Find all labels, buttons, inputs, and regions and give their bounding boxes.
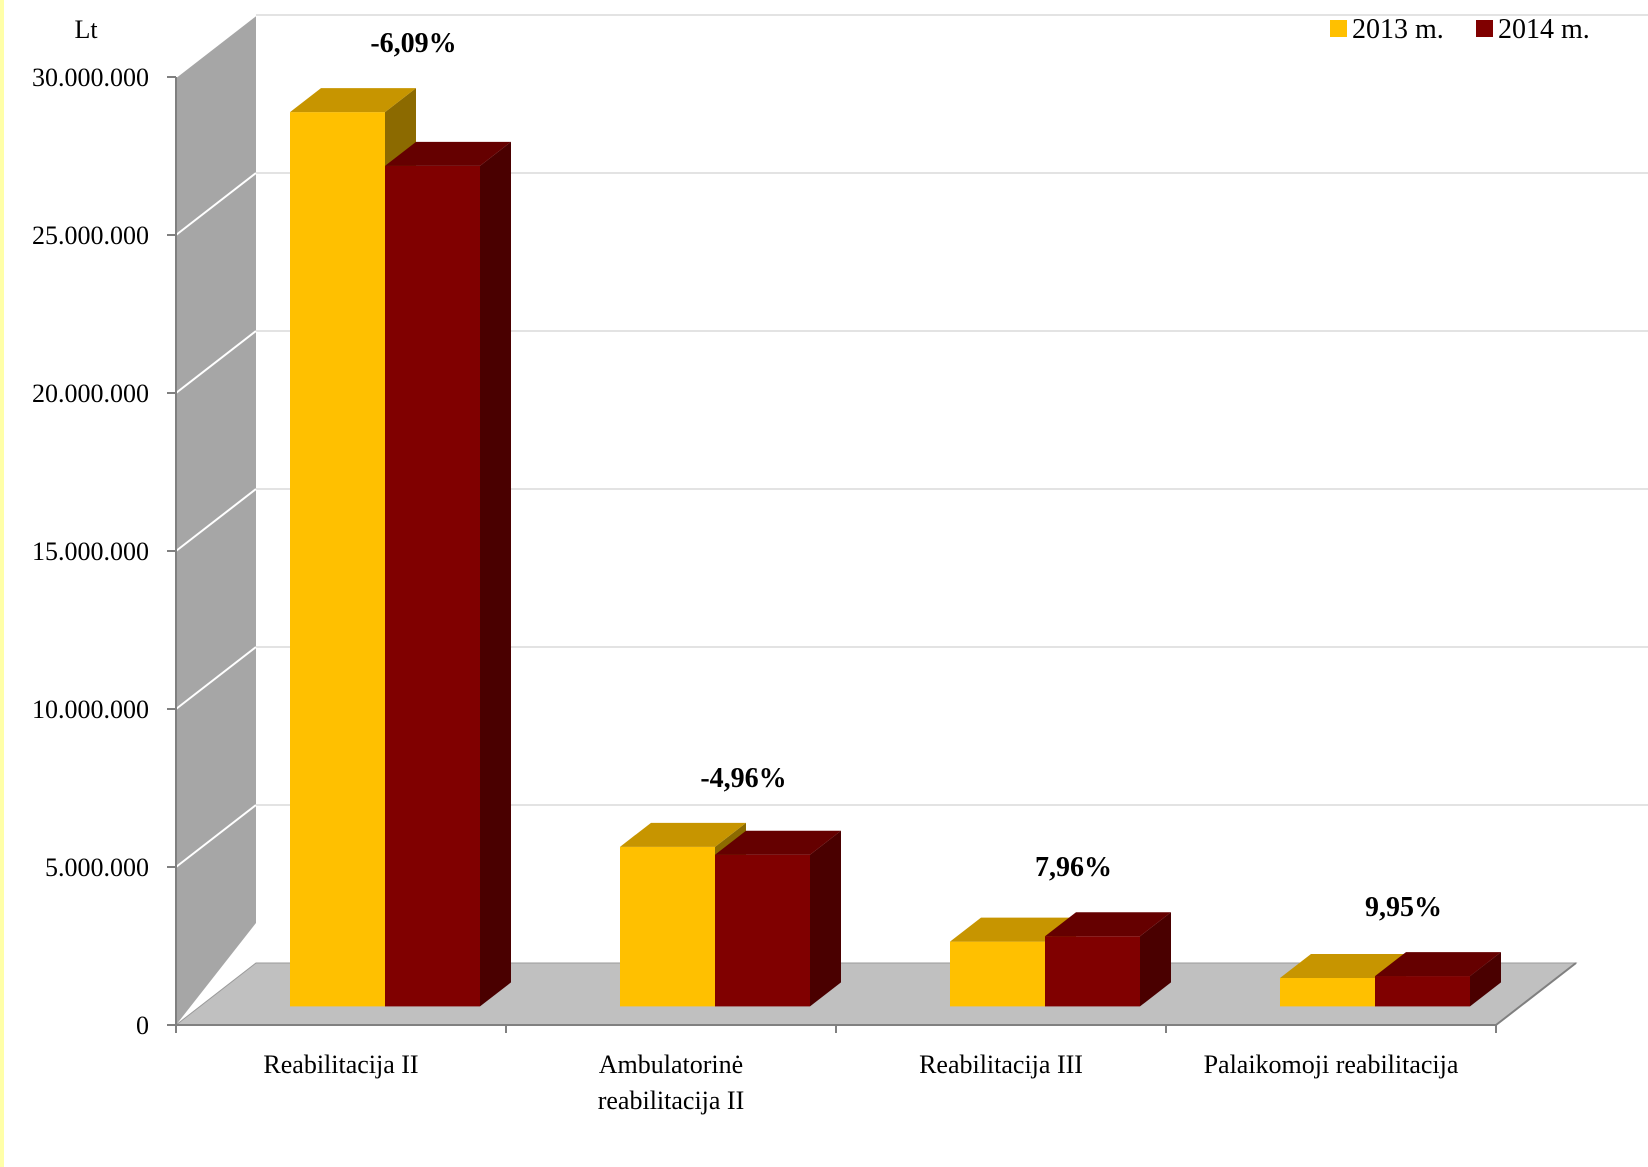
legend-label: 2014 m. bbox=[1498, 14, 1590, 45]
category-label: Reabilitacija III bbox=[919, 1050, 1083, 1079]
bar-3-series-0 bbox=[1280, 978, 1375, 1006]
category-label: reabilitacija II bbox=[598, 1086, 745, 1115]
bar-2-series-1 bbox=[1045, 936, 1140, 1006]
change-label: 7,96% bbox=[1035, 852, 1112, 883]
legend-label: 2013 m. bbox=[1352, 14, 1444, 45]
y-tick-label: 20.000.000 bbox=[32, 379, 149, 408]
y-tick-label: 30.000.000 bbox=[32, 63, 149, 92]
bar-0-series-1 bbox=[385, 166, 480, 1007]
y-tick-label: 10.000.000 bbox=[32, 695, 149, 724]
legend-swatch bbox=[1330, 20, 1347, 37]
bar-3-series-1 bbox=[1375, 976, 1470, 1006]
change-label: -4,96% bbox=[700, 763, 786, 794]
bar-1-series-1-side bbox=[810, 831, 841, 1007]
change-label: -6,09% bbox=[370, 28, 456, 59]
y-unit-label: Lt bbox=[74, 15, 98, 44]
bar-1-series-1 bbox=[715, 855, 810, 1007]
bar-0-series-0 bbox=[290, 112, 385, 1006]
category-label: Ambulatorinė bbox=[599, 1050, 743, 1079]
y-tick-label: 25.000.000 bbox=[32, 221, 149, 250]
category-label: Palaikomoji reabilitacija bbox=[1204, 1050, 1459, 1079]
legend-swatch bbox=[1476, 20, 1493, 37]
bar-1-series-0 bbox=[620, 847, 715, 1007]
y-tick-label: 15.000.000 bbox=[32, 537, 149, 566]
change-label: 9,95% bbox=[1365, 892, 1442, 923]
category-label: Reabilitacija II bbox=[263, 1050, 418, 1079]
bar-2-series-0 bbox=[950, 942, 1045, 1007]
bar-0-series-1-side bbox=[480, 142, 511, 1007]
y-tick-label: 0 bbox=[136, 1011, 149, 1040]
y-tick-label: 5.000.000 bbox=[45, 853, 149, 882]
